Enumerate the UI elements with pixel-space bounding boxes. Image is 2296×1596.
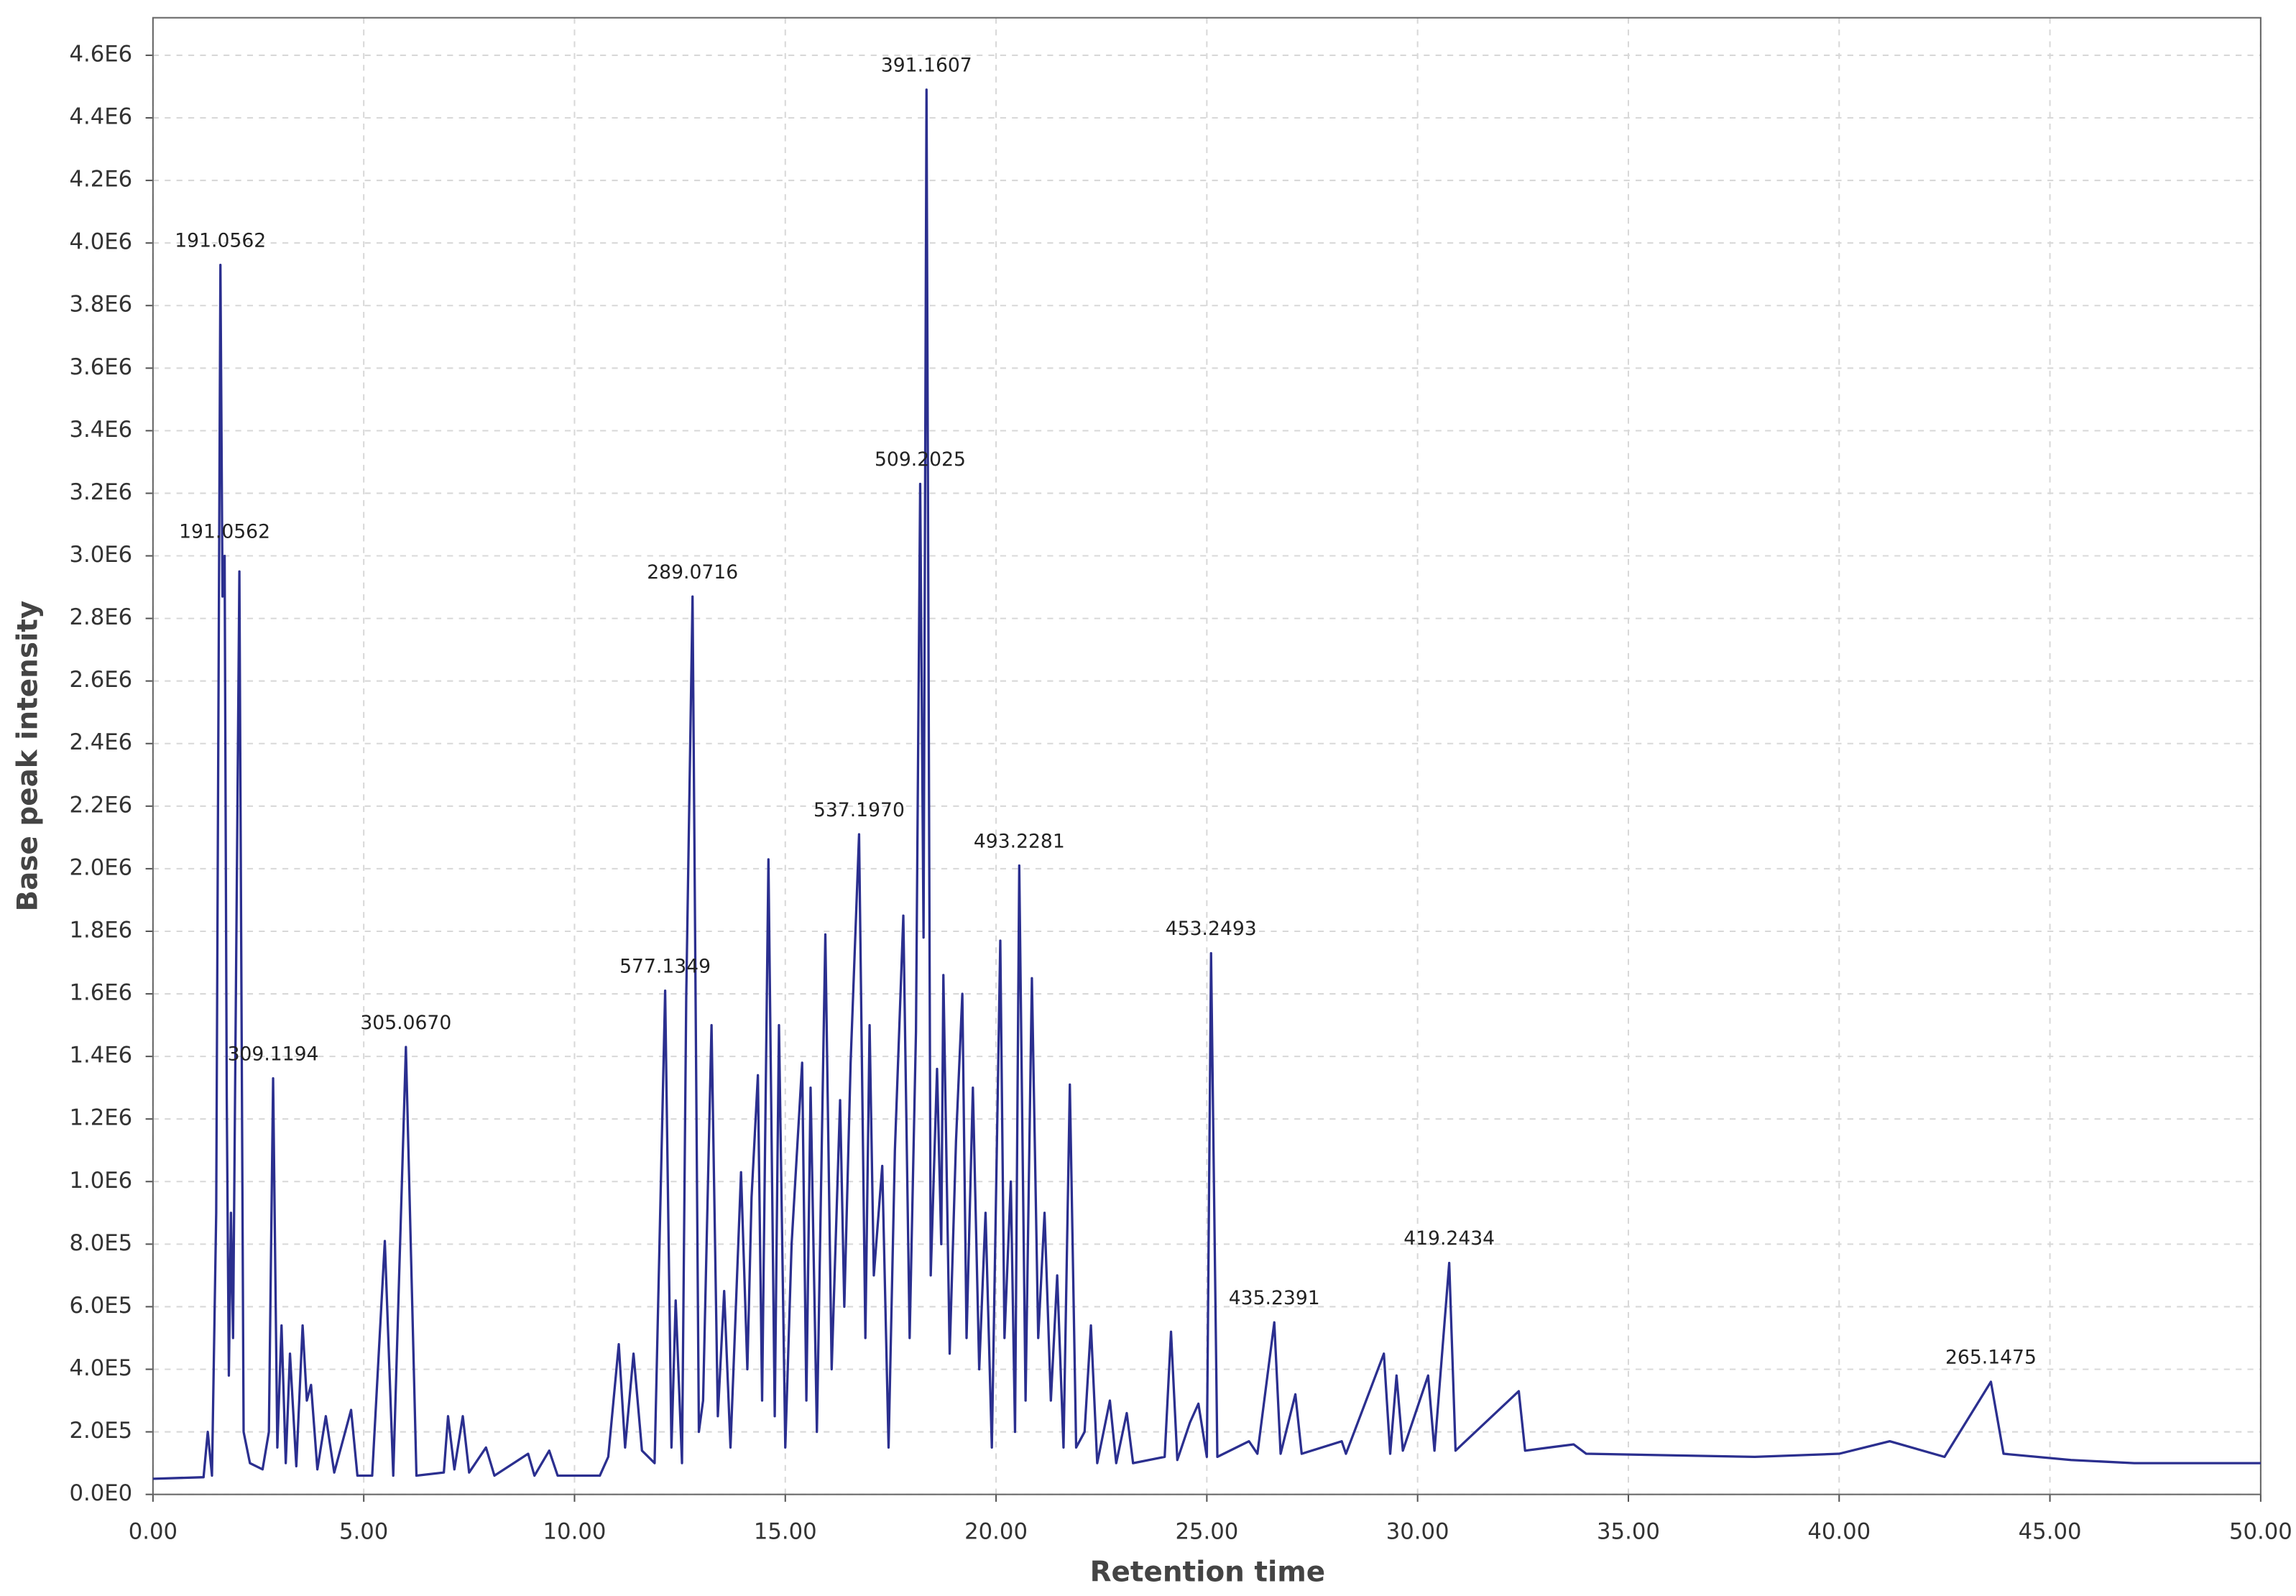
y-tick-label: 4.4E6 bbox=[69, 105, 132, 130]
y-tick-label: 1.4E6 bbox=[69, 1043, 132, 1069]
y-tick-label: 2.6E6 bbox=[69, 668, 132, 693]
y-tick-label: 0.0E0 bbox=[69, 1481, 132, 1506]
y-tick-label: 2.2E6 bbox=[69, 793, 132, 818]
peak-label: 265.1475 bbox=[1945, 1347, 2037, 1369]
x-tick-label: 15.00 bbox=[754, 1519, 817, 1544]
peak-label: 191.0562 bbox=[175, 229, 266, 252]
x-tick-label: 35.00 bbox=[1597, 1519, 1660, 1544]
peak-label: 537.1970 bbox=[813, 799, 905, 821]
x-tick-label: 25.00 bbox=[1175, 1519, 1238, 1544]
peak-label: 493.2281 bbox=[974, 830, 1065, 852]
y-tick-label: 2.0E5 bbox=[69, 1419, 132, 1444]
y-tick-label: 4.6E6 bbox=[69, 42, 132, 67]
y-tick-label: 1.2E6 bbox=[69, 1106, 132, 1131]
y-tick-label: 4.0E6 bbox=[69, 230, 132, 255]
x-tick-label: 5.00 bbox=[339, 1519, 388, 1544]
y-tick-label: 1.6E6 bbox=[69, 981, 132, 1006]
peak-label: 305.0670 bbox=[360, 1012, 451, 1034]
y-tick-label: 1.8E6 bbox=[69, 918, 132, 943]
y-tick-label: 1.0E6 bbox=[69, 1168, 132, 1194]
x-tick-label: 20.00 bbox=[964, 1519, 1028, 1544]
peak-label: 509.2025 bbox=[875, 448, 966, 471]
y-tick-label: 2.0E6 bbox=[69, 855, 132, 880]
y-tick-label: 3.4E6 bbox=[69, 418, 132, 443]
y-tick-label: 4.2E6 bbox=[69, 167, 132, 193]
y-axis-title: Base peak intensity bbox=[11, 601, 44, 912]
peak-label: 191.0562 bbox=[179, 520, 270, 543]
y-tick-label: 8.0E5 bbox=[69, 1231, 132, 1256]
x-axis-title: Retention time bbox=[1090, 1556, 1326, 1589]
peak-label: 391.1607 bbox=[881, 55, 972, 77]
y-tick-label: 3.6E6 bbox=[69, 355, 132, 380]
x-tick-label: 40.00 bbox=[1807, 1519, 1871, 1544]
peak-label: 309.1194 bbox=[228, 1043, 319, 1065]
x-tick-label: 30.00 bbox=[1386, 1519, 1449, 1544]
y-tick-label: 3.2E6 bbox=[69, 480, 132, 505]
x-tick-label: 0.00 bbox=[129, 1519, 177, 1544]
y-tick-label: 2.8E6 bbox=[69, 605, 132, 630]
peak-label: 419.2434 bbox=[1403, 1227, 1495, 1250]
y-tick-label: 6.0E5 bbox=[69, 1293, 132, 1319]
peak-label: 577.1349 bbox=[619, 955, 711, 977]
plot-frame bbox=[152, 17, 2262, 1495]
y-tick-label: 3.0E6 bbox=[69, 543, 132, 568]
y-tick-label: 2.4E6 bbox=[69, 730, 132, 755]
x-tick-label: 45.00 bbox=[2019, 1519, 2082, 1544]
data-line bbox=[152, 88, 2261, 1480]
peak-label: 435.2391 bbox=[1229, 1287, 1320, 1309]
y-tick-label: 4.0E5 bbox=[69, 1356, 132, 1381]
x-tick-label: 50.00 bbox=[2229, 1519, 2292, 1544]
peak-label: 453.2493 bbox=[1166, 918, 1257, 940]
peak-label: 289.0716 bbox=[647, 561, 738, 583]
x-tick-label: 10.00 bbox=[543, 1519, 607, 1544]
y-tick-label: 3.8E6 bbox=[69, 292, 132, 318]
